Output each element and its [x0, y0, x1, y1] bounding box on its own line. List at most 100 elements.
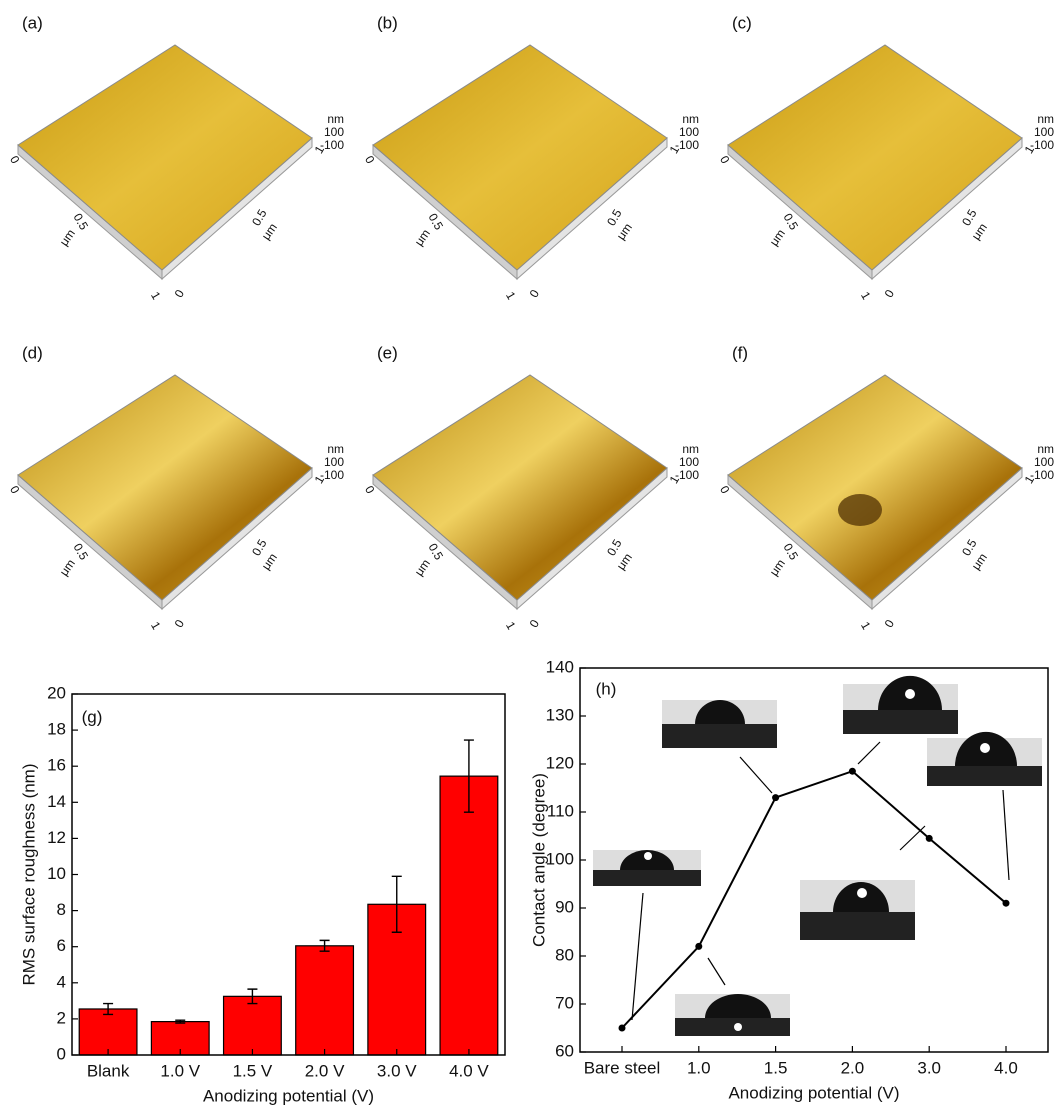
x-tick-label: 3.0	[917, 1058, 941, 1077]
bar	[79, 1009, 137, 1055]
y-axis-label: Contact angle (degree)	[529, 773, 548, 947]
arrow	[900, 826, 925, 850]
arrow	[632, 893, 643, 1020]
x-tick-label: 4.0 V	[449, 1061, 489, 1080]
z-tick-label: 100	[1034, 125, 1054, 139]
x-tick-label: 2.0	[841, 1058, 865, 1077]
x-tick-label: Blank	[87, 1061, 130, 1080]
y-tick-label: 0	[57, 1044, 66, 1063]
point	[695, 943, 702, 950]
z-tick-label: 100	[679, 455, 699, 469]
x-axis-label: Anodizing potential (V)	[728, 1083, 899, 1102]
axis-tick-label: 1	[503, 289, 519, 302]
y-axis-label: RMS surface roughness (nm)	[19, 763, 38, 985]
z-unit: nm	[327, 112, 344, 126]
axis-tick-label: 0	[717, 153, 733, 166]
figure: (a)nm100-10000.5100.51μmμm(b)nm100-10000…	[0, 0, 1063, 1109]
x-tick-label: 4.0	[994, 1058, 1018, 1077]
y-tick-label: 140	[546, 657, 574, 676]
y-tick-label: 18	[47, 720, 66, 739]
droplet-inset	[927, 732, 1042, 786]
panel-label: (c)	[732, 13, 752, 32]
axis-unit: μm	[767, 227, 788, 249]
axis-tick-label: 0	[717, 483, 733, 496]
arrow	[858, 742, 880, 764]
y-tick-label: 130	[546, 705, 574, 724]
panel-label: (a)	[22, 13, 43, 32]
y-tick-label: 120	[546, 753, 574, 772]
z-tick-label: 100	[324, 455, 344, 469]
z-unit: nm	[682, 442, 699, 456]
z-tick-label: 100	[324, 125, 344, 139]
droplet-inset	[662, 700, 777, 748]
axis-tick-label: 1	[858, 289, 874, 302]
arrow	[740, 757, 772, 793]
axis-tick-label: 0	[527, 287, 543, 300]
point	[772, 794, 779, 801]
axis-tick-label: 0	[7, 483, 23, 496]
bar	[224, 996, 282, 1055]
panel-label: (e)	[377, 343, 398, 362]
axis-tick-label: 0	[172, 287, 188, 300]
axis-tick-label: 1	[503, 619, 519, 632]
z-tick-label: 100	[1034, 455, 1054, 469]
bar	[440, 776, 498, 1055]
x-tick-label: 1.0	[687, 1058, 711, 1077]
point	[619, 1025, 626, 1032]
x-tick-label: Bare steel	[584, 1058, 661, 1077]
panel-label: (d)	[22, 343, 43, 362]
axis-tick-label: 1	[858, 619, 874, 632]
axis-unit: μm	[57, 557, 78, 579]
x-tick-label: 3.0 V	[377, 1061, 417, 1080]
axis-tick-label: 0	[882, 287, 898, 300]
axis-tick-label: 0	[882, 617, 898, 630]
panel-label: (h)	[596, 679, 617, 698]
droplet-inset	[593, 850, 701, 886]
point	[1003, 900, 1010, 907]
afm-panel: (e)nm100-10000.5100.51μmμm	[362, 343, 699, 632]
y-tick-label: 20	[47, 683, 66, 702]
arrow	[708, 958, 725, 985]
x-tick-label: 1.5 V	[233, 1061, 273, 1080]
axis-unit: μm	[57, 227, 78, 249]
arrow	[1003, 790, 1009, 880]
panel-label: (f)	[732, 343, 748, 362]
afm-panel: (d)nm100-10000.5100.51μmμm	[7, 343, 344, 632]
y-tick-label: 6	[57, 936, 66, 955]
axis-tick-label: 0	[172, 617, 188, 630]
afm-panel: (a)nm100-10000.5100.51μmμm	[7, 13, 344, 302]
droplet-inset	[800, 880, 915, 940]
z-unit: nm	[1037, 112, 1054, 126]
y-tick-label: 12	[47, 828, 66, 847]
z-unit: nm	[682, 112, 699, 126]
y-tick-label: 60	[555, 1041, 574, 1060]
axis-tick-label: 1	[148, 619, 164, 632]
y-tick-label: 110	[547, 801, 574, 820]
y-tick-label: 2	[57, 1008, 66, 1027]
axis-tick-label: 0	[362, 483, 378, 496]
y-tick-label: 16	[47, 756, 66, 775]
panel-label: (b)	[377, 13, 398, 32]
x-tick-label: 2.0 V	[305, 1061, 345, 1080]
y-tick-label: 90	[555, 897, 574, 916]
y-tick-label: 14	[47, 792, 66, 811]
axis-unit: μm	[767, 557, 788, 579]
insets	[593, 676, 1042, 1036]
panel-label: (g)	[82, 707, 103, 726]
axis-unit: μm	[412, 557, 433, 579]
y-tick-label: 100	[546, 849, 574, 868]
point	[849, 768, 856, 775]
x-axis-label: Anodizing potential (V)	[203, 1086, 374, 1105]
axis-tick-label: 1	[148, 289, 164, 302]
z-tick-label: 100	[679, 125, 699, 139]
z-unit: nm	[327, 442, 344, 456]
point	[926, 835, 933, 842]
droplet-inset	[675, 994, 790, 1036]
axis-tick-label: 0	[362, 153, 378, 166]
axis-tick-label: 0	[7, 153, 23, 166]
bar	[296, 946, 354, 1055]
x-tick-label: 1.0 V	[160, 1061, 200, 1080]
